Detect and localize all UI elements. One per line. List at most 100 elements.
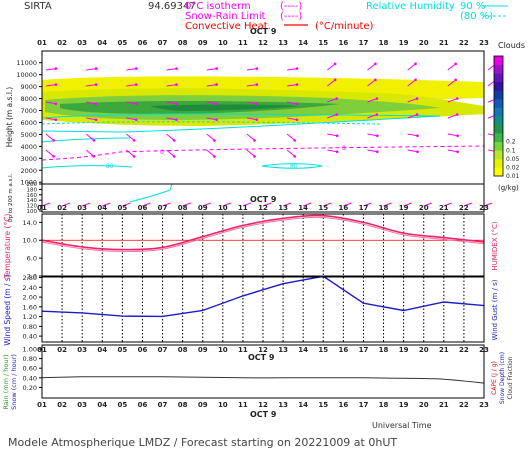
wind-arrow-head — [333, 62, 337, 66]
cloud-top-hour-label: 08 — [178, 39, 188, 47]
wind-arrow-head — [213, 155, 216, 158]
rain-bottom-hour-label: 23 — [479, 401, 489, 409]
wind-arrow — [287, 84, 298, 87]
wind-arrow-head — [134, 83, 138, 86]
wind-arrow-head — [414, 78, 417, 82]
wind-arrow — [407, 133, 418, 137]
wind-arrow-head — [415, 113, 419, 116]
wind-arrow — [246, 84, 257, 87]
rain-top-hour-label: 17 — [359, 346, 369, 354]
wind-arrow — [367, 114, 378, 119]
wind-arrow — [447, 98, 458, 103]
rain-ytick-label: 0.80 — [23, 355, 37, 363]
wind-arrow-head — [94, 83, 98, 86]
rain-top-hour-label: 15 — [318, 346, 328, 354]
wind-arrow-head — [213, 139, 216, 142]
rain-bottom-hour-label: 20 — [419, 401, 429, 409]
lowlevel-wind-arrow — [82, 202, 91, 207]
temperature-plot-frame — [41, 213, 485, 277]
temperature-top-hour-label: 12 — [258, 204, 268, 212]
wind-arrow — [246, 117, 257, 121]
wind-arrow — [447, 133, 458, 137]
temperature-top-hour-label: 03 — [77, 204, 87, 212]
rain-top-hour-label: 10 — [218, 346, 228, 354]
wind-arrow — [407, 79, 416, 87]
temperature-top-hour-label: 17 — [359, 204, 369, 212]
cloud-top-hour-label: 20 — [419, 39, 429, 47]
lowlevel-wind-arrow — [323, 202, 332, 207]
rain-bottom-hour-label: 21 — [439, 401, 449, 409]
wind-arrow — [126, 117, 137, 121]
colorbar-segment — [494, 158, 503, 168]
wind-arrow — [407, 149, 418, 153]
cloud-ytick-label: 7000 — [20, 107, 37, 115]
wind-arrow — [246, 101, 257, 105]
lowlevel-background — [42, 184, 484, 212]
temperature-top-hour-label: 18 — [379, 204, 389, 212]
colorbar-segment — [494, 90, 503, 100]
wind-arrow-head — [374, 62, 377, 66]
isotherm-zero-line — [41, 145, 485, 161]
cloud-top-hour-label: 16 — [338, 39, 348, 47]
rain-bottom-hour-label: 19 — [399, 401, 409, 409]
wind-arrow — [327, 133, 338, 137]
colorbar-level-label: 0.2 — [506, 139, 516, 146]
wind-arrow-head — [253, 139, 256, 142]
colorbar-segment — [494, 64, 503, 74]
colorbar-segment — [494, 98, 503, 108]
cloud-ytick-label: 3000 — [20, 155, 37, 163]
cloud-top-hour-label: 05 — [117, 39, 127, 47]
rain-top-hour-label: 14 — [298, 346, 308, 354]
lowlevel-wind-arrow — [102, 202, 111, 207]
temperature-top-hour-label: 06 — [138, 204, 148, 212]
wind-arrow — [126, 84, 137, 87]
colorbar-level-label: 0.05 — [506, 156, 520, 163]
wind-arrow — [126, 149, 135, 157]
wind-ytick-label: 1.20 — [23, 313, 37, 321]
wind-arrow — [206, 149, 215, 157]
lowlevel-ylabel: Up to 200 m a.s.l. — [8, 173, 14, 222]
wind-arrow-head — [333, 78, 337, 82]
wind-arrow-head — [335, 97, 338, 100]
wind-arrow — [326, 63, 336, 71]
wind-arrow — [367, 63, 376, 71]
humidex-line — [41, 216, 485, 252]
wind-arrow — [287, 68, 298, 71]
forecast-caption: Modele Atmospherique LMDZ / Forecast sta… — [8, 436, 397, 449]
wind-arrow-head — [376, 134, 379, 138]
wind-arrow — [86, 117, 97, 121]
cloud-top-hour-label: 11 — [238, 39, 248, 47]
rh-contour-small — [261, 163, 323, 169]
rain-bottom-hour-label: 05 — [117, 401, 127, 409]
wind-arrow-head — [375, 113, 379, 116]
colorbar-title: Clouds — [498, 41, 525, 50]
cloud-top-hour-label: 14 — [298, 39, 308, 47]
wind-arrow-head — [54, 67, 58, 70]
wind-arrow — [367, 98, 378, 103]
wind-arrow-head — [94, 67, 98, 70]
temperature-top-hour-label: 16 — [338, 204, 348, 212]
wind-arrow — [367, 133, 378, 137]
wind-arrow-head — [52, 155, 55, 158]
cloud-top-hour-label: 04 — [97, 39, 107, 47]
lowlevel-ytick-label: 120 — [27, 204, 38, 210]
cloud-date-label: OCT 9 — [250, 27, 277, 36]
colorbar-segment — [494, 56, 503, 65]
lowlevel-wind-arrow — [142, 202, 151, 207]
wind-arrow — [246, 68, 257, 71]
cloud-top-hour-label: 07 — [158, 39, 168, 47]
legend-isotherm-line: (----) — [280, 1, 302, 12]
wind-arrow-head — [92, 155, 96, 158]
wind-arrow-head — [255, 118, 259, 122]
cloud-ytick-label: 1000 — [20, 179, 37, 187]
wind-arrow-head — [94, 102, 98, 106]
wind-arrow — [206, 117, 217, 121]
colorbar-segment — [494, 150, 503, 160]
wind-arrow-head — [374, 78, 377, 82]
colorbar-segment — [494, 167, 503, 177]
wind-arrow-head — [54, 118, 58, 122]
wind-arrow-head — [175, 67, 178, 70]
wind-arrow — [45, 101, 56, 105]
cloud-ytick-label: 9000 — [20, 83, 37, 91]
